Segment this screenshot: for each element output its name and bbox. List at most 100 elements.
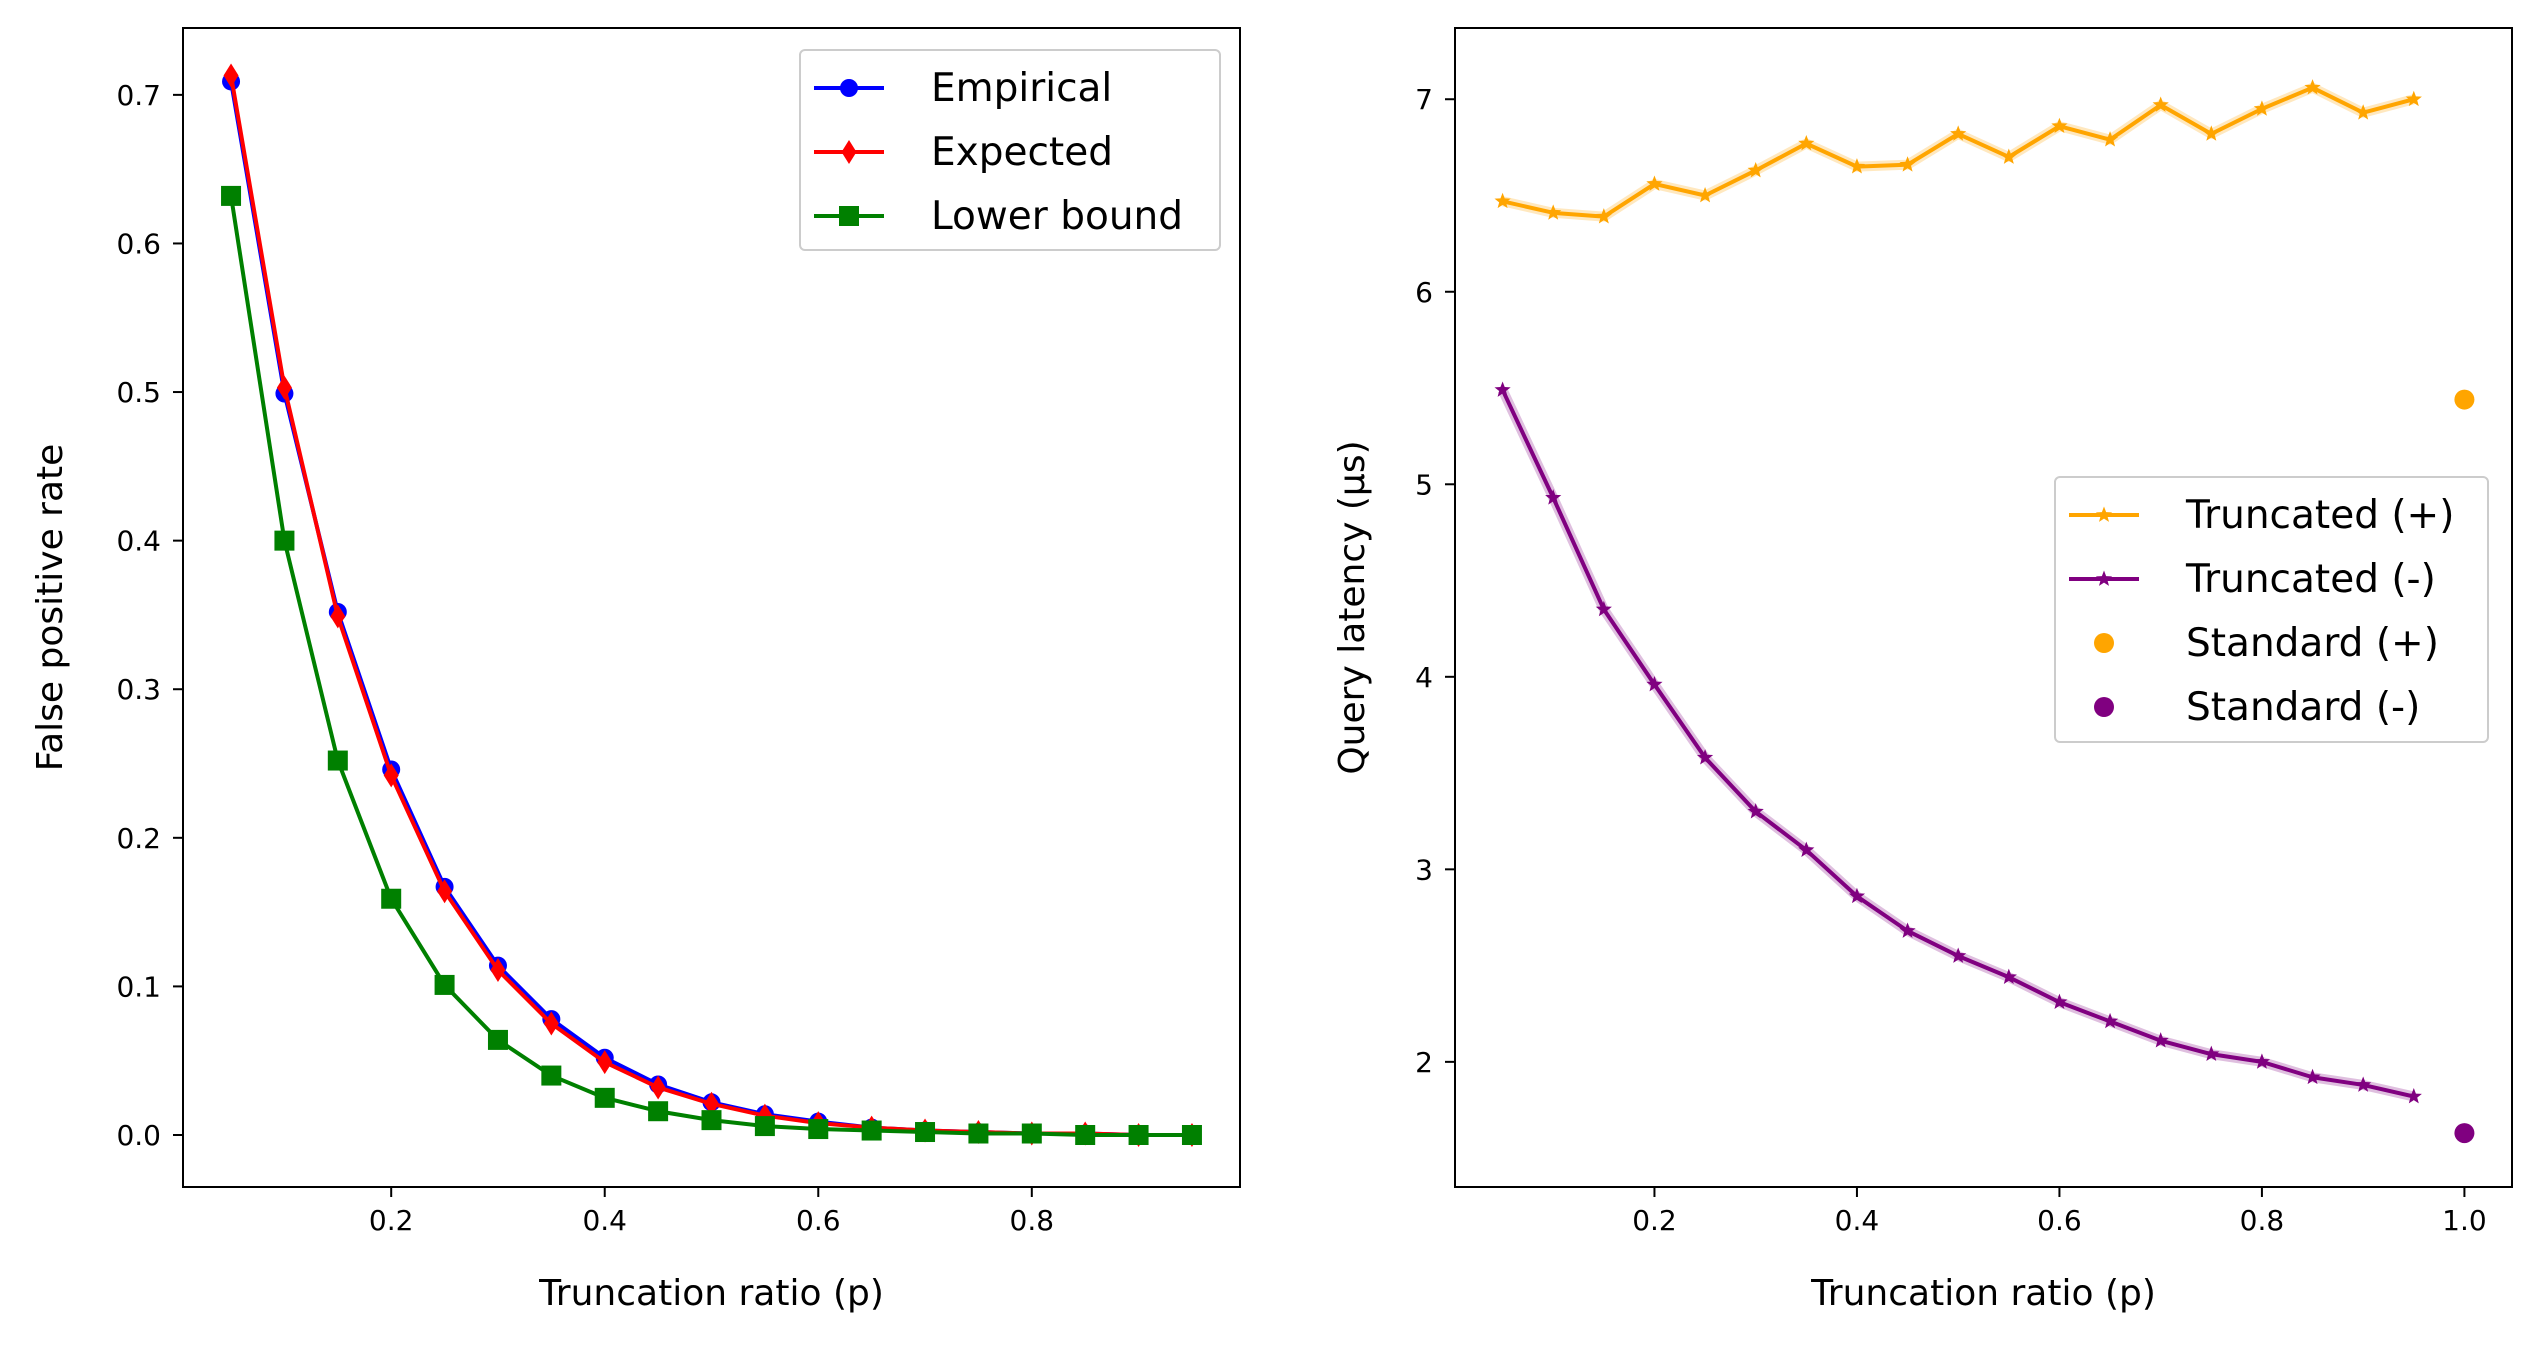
fpr-legend-label: Expected	[931, 130, 1113, 175]
latency-y-axis-label: Query latency (µs)	[1332, 440, 1373, 774]
latency-legend-swatch-marker	[2095, 570, 2113, 586]
latency-legend-entries: Truncated (+) Truncated (-) Standard (+) St…	[2069, 493, 2454, 730]
fpr-point-expected	[383, 763, 399, 788]
fpr-point-lower-bound	[1075, 1124, 1096, 1145]
latency-legend-label: Truncated (-)	[2185, 557, 2436, 602]
fpr-y-tick-label: 0.4	[116, 525, 161, 558]
fpr-point-lower-bound	[915, 1122, 936, 1143]
fpr-point-expected	[597, 1050, 613, 1075]
latency-y-tick-label: 7	[1415, 83, 1433, 116]
latency-panel: 0.2 0.4 0.6 0.8 1.0 2 3 4 5 6 7 Truncation ratio (…	[1332, 27, 2513, 1314]
fpr-legend-swatch-marker	[841, 140, 857, 164]
fpr-legend-label: Empirical	[931, 66, 1112, 111]
latency-point-truncated	[1950, 947, 1967, 963]
fpr-point-lower-bound	[274, 530, 295, 551]
latency-point-truncated	[1848, 158, 1866, 174]
fpr-point-lower-bound	[594, 1087, 615, 1108]
fpr-y-tick-label: 0.1	[116, 970, 161, 1003]
fpr-y-tick-label: 0.3	[116, 673, 161, 706]
fpr-point-lower-bound	[968, 1123, 989, 1144]
fpr-legend-swatch-marker	[839, 206, 859, 226]
latency-point-truncated	[1494, 381, 1511, 397]
latency-point-standard	[2454, 389, 2475, 410]
fpr-y-axis-label: False positive rate	[30, 444, 71, 772]
latency-point-truncated	[2304, 79, 2321, 95]
latency-point-truncated	[2101, 1012, 2119, 1029]
latency-axes-frame	[1454, 27, 2513, 1188]
latency-point-truncated	[2051, 993, 2068, 1010]
fpr-point-lower-bound	[327, 750, 348, 771]
latency-y-tick-label: 5	[1415, 468, 1433, 501]
latency-x-tick-label: 1.0	[2442, 1204, 2487, 1237]
fpr-legend: Empirical Expected Lower bound	[799, 49, 1221, 251]
latency-point-truncated	[2152, 1032, 2169, 1048]
latency-series-truncated	[1494, 381, 2422, 1104]
latency-point-truncated	[2304, 1068, 2321, 1085]
fpr-point-lower-bound	[754, 1116, 775, 1137]
latency-x-tick-label: 0.6	[2037, 1204, 2082, 1237]
latency-series-truncated	[1494, 79, 2422, 224]
latency-point-truncated	[2152, 96, 2169, 112]
fpr-point-lower-bound	[221, 185, 242, 206]
fpr-point-lower-bound	[861, 1120, 882, 1141]
latency-y-tick-label: 3	[1415, 853, 1433, 886]
fpr-point-lower-bound	[381, 888, 402, 909]
latency-point-truncated	[1595, 600, 1612, 617]
latency-legend: Truncated (+) Truncated (-) Standard (+) St…	[2054, 476, 2489, 743]
fpr-point-lower-bound	[434, 974, 455, 995]
fpr-point-lower-bound	[648, 1101, 669, 1122]
fpr-y-tick-label: 0.6	[116, 227, 161, 260]
fpr-point-lower-bound	[487, 1029, 508, 1050]
fpr-point-lower-bound	[1181, 1124, 1202, 1145]
latency-y-tick-label: 4	[1415, 661, 1433, 694]
latency-point-truncated	[1798, 135, 1815, 151]
latency-point-truncated	[2000, 148, 2017, 164]
latency-legend-label: Truncated (+)	[2185, 493, 2454, 538]
latency-point-truncated	[1848, 887, 1866, 904]
fpr-legend-label: Lower bound	[931, 194, 1183, 239]
latency-point-truncated	[1798, 841, 1815, 857]
fpr-legend-entry-empirical: Empirical	[814, 66, 1112, 111]
latency-point-truncated	[2253, 1053, 2271, 1069]
fpr-point-expected	[276, 375, 292, 400]
fpr-legend-entry-lower-bound: Lower bound	[814, 194, 1183, 239]
latency-point-truncated	[1747, 803, 1764, 819]
fpr-point-expected	[437, 879, 453, 904]
latency-point-truncated	[2203, 125, 2220, 141]
latency-point-truncated	[2355, 104, 2372, 120]
fpr-point-expected	[490, 958, 506, 983]
fpr-point-expected	[330, 604, 346, 629]
fpr-axes-frame	[182, 27, 1241, 1188]
latency-series-layer	[1494, 79, 2475, 1144]
latency-point-truncated	[1545, 489, 1562, 505]
latency-point-truncated	[1646, 676, 1663, 692]
latency-legend-box	[2054, 476, 2489, 743]
fpr-point-lower-bound	[1128, 1124, 1149, 1145]
fpr-x-tick-label: 0.8	[1010, 1204, 1055, 1237]
fpr-y-tick-label: 0.2	[116, 822, 161, 855]
latency-point-truncated	[1899, 922, 1916, 938]
fpr-y-tick-label: 0.7	[116, 79, 161, 112]
latency-legend-entry-truncated: Truncated (+)	[2069, 493, 2454, 538]
latency-point-truncated	[1494, 192, 1511, 209]
latency-point-truncated	[2253, 100, 2271, 116]
latency-legend-swatch-marker	[2095, 506, 2113, 522]
latency-point-truncated	[1545, 204, 1562, 220]
latency-point-truncated	[2355, 1076, 2372, 1092]
latency-x-axis-label: Truncation ratio (p)	[1810, 1273, 2156, 1314]
fpr-x-tick-label: 0.2	[369, 1204, 414, 1237]
fpr-point-expected	[223, 63, 239, 88]
fpr-y-tick-label: 0.5	[116, 376, 161, 409]
latency-point-truncated	[2405, 90, 2422, 107]
latency-point-truncated	[1595, 208, 1612, 224]
fpr-point-lower-bound	[541, 1065, 562, 1086]
latency-point-truncated	[2051, 117, 2068, 134]
fpr-panel: 0.2 0.4 0.6 0.8 0.0 0.1 0.2 0.3 0.4 0.5 0.6 0.7 Tru…	[30, 27, 1241, 1314]
fpr-point-lower-bound	[808, 1119, 829, 1140]
fpr-legend-entries: Empirical Expected Lower bound	[814, 66, 1183, 239]
fpr-legend-box	[799, 49, 1221, 251]
fpr-series-layer	[221, 63, 1202, 1147]
latency-ticks-layer: 0.2 0.4 0.6 0.8 1.0 2 3 4 5 6 7	[1415, 83, 2487, 1237]
